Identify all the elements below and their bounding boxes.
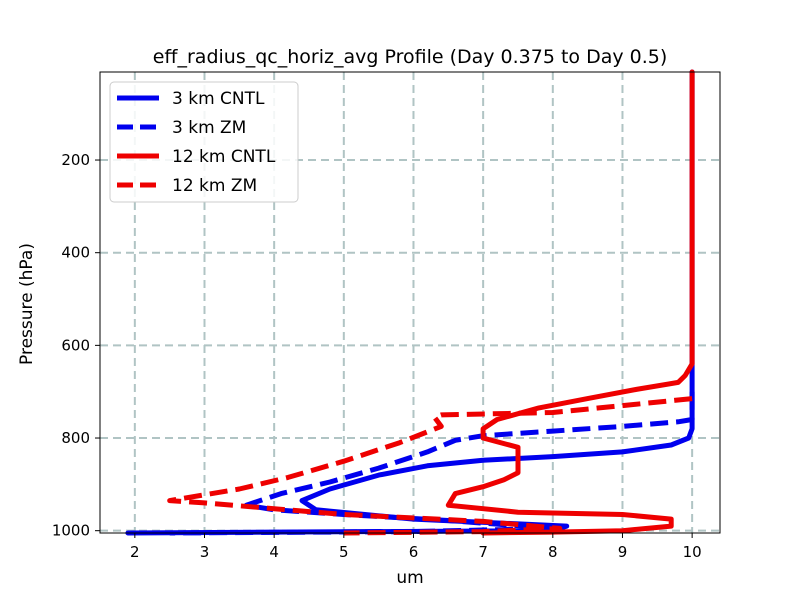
legend: 3 km CNTL 3 km ZM 12 km CNTL 12 km ZM <box>109 81 299 203</box>
y-tick-label: 400 <box>61 244 90 262</box>
y-axis-label: Pressure (hPa) <box>17 243 37 365</box>
x-tick-label: 8 <box>548 543 558 561</box>
y-tick-label: 200 <box>61 151 90 169</box>
x-tick-label: 4 <box>269 543 279 561</box>
series-line-12-km-cntl <box>445 69 695 536</box>
x-tick-label: 7 <box>478 543 488 561</box>
legend-label: 3 km ZM <box>172 118 246 138</box>
series-line-12-km-zm <box>167 396 693 536</box>
legend-label: 3 km CNTL <box>172 89 265 109</box>
y-tick-label: 600 <box>61 336 90 354</box>
legend-label: 12 km ZM <box>172 176 257 196</box>
x-axis-label: um <box>396 568 423 588</box>
x-tick-label: 6 <box>409 543 419 561</box>
y-tick-label: 1000 <box>52 522 90 540</box>
legend-box <box>109 81 299 203</box>
x-tick-label: 3 <box>200 543 210 561</box>
axis-ticks: 2 3 4 5 6 7 8 9 10 200 400 600 800 1000 <box>52 151 702 561</box>
legend-label: 12 km CNTL <box>172 147 276 167</box>
plot-frame <box>99 71 721 534</box>
x-tick-label: 9 <box>618 543 628 561</box>
x-tick-label: 10 <box>683 543 702 561</box>
x-tick-label: 2 <box>130 543 140 561</box>
chart-title: eff_radius_qc_horiz_avg Profile (Day 0.3… <box>153 46 668 68</box>
series-group <box>125 69 695 536</box>
y-tick-label: 800 <box>61 429 90 447</box>
x-tick-label: 5 <box>339 543 349 561</box>
